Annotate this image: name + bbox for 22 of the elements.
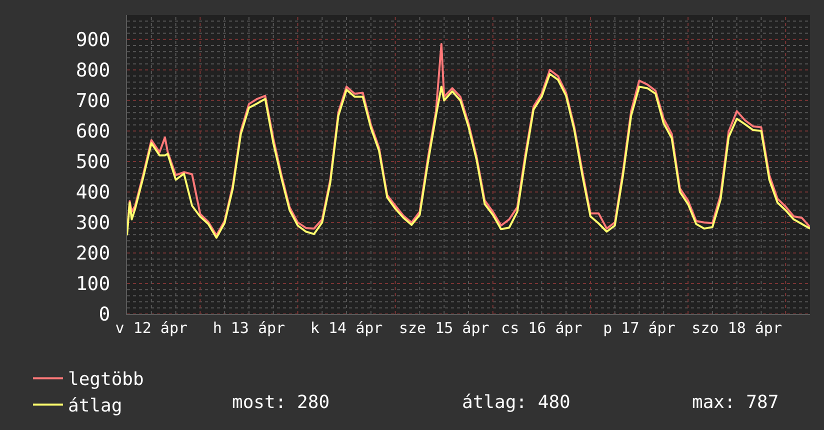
x-tick-label: p 17 ápr	[603, 319, 676, 337]
y-tick-label: 700	[76, 90, 110, 112]
legend-label: legtöbb	[68, 369, 144, 390]
text: átlag: 480	[462, 392, 570, 413]
y-tick-label: 900	[76, 29, 110, 52]
x-tick-label: sze 15 ápr	[398, 319, 490, 337]
y-tick-label: 400	[76, 182, 110, 204]
x-tick-label: h 13 ápr	[212, 319, 286, 337]
y-tick-label: 100	[76, 273, 110, 296]
y-tick-label: 300	[76, 212, 110, 234]
x-tick-label: cs 16 ápr	[501, 319, 582, 337]
y-tick-label: 800	[76, 60, 110, 82]
y-tick-label: 200	[76, 242, 110, 265]
x-tick-label: k 14 ápr	[310, 319, 383, 337]
text: max: 787	[692, 392, 779, 413]
y-tick-label: 500	[76, 151, 110, 174]
x-tick-label: szo 18 ápr	[692, 319, 782, 337]
y-tick-label: 0	[98, 304, 110, 326]
x-tick-label: v 12 ápr	[115, 319, 188, 337]
y-tick-label: 600	[76, 120, 110, 143]
legend-label: átlag	[68, 396, 122, 417]
text: most: 280	[232, 392, 330, 413]
